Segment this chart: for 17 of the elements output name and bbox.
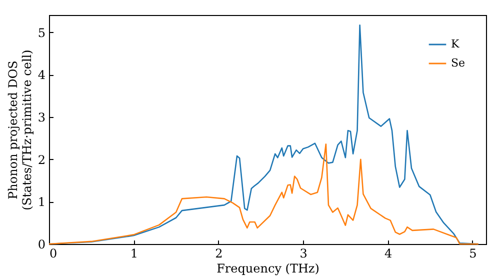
legend-label: K: [451, 38, 460, 50]
line-series: [48, 143, 480, 245]
x-axis-title: Frequency (THz): [216, 262, 320, 276]
x-tick-label: 3: [300, 246, 308, 260]
x-tick-label: 0: [50, 246, 58, 260]
legend-label: Se: [451, 56, 466, 70]
y-axis-title: Phonon projected DOS (States/THz·primitive cell): [6, 50, 34, 210]
x-tick-label: 5: [469, 246, 477, 260]
y-tick-label: 5: [38, 26, 46, 40]
y-tick-label: 4: [38, 68, 46, 82]
x-tick-label: 2: [215, 246, 223, 260]
x-tick-label: 1: [130, 246, 138, 260]
y-tick-label: 1: [38, 195, 46, 210]
y-tick-label: 2: [38, 152, 46, 167]
y-tick-label: 0: [38, 238, 46, 252]
y-tick-label: 3: [38, 110, 46, 125]
x-tick-label: 4: [384, 246, 392, 260]
